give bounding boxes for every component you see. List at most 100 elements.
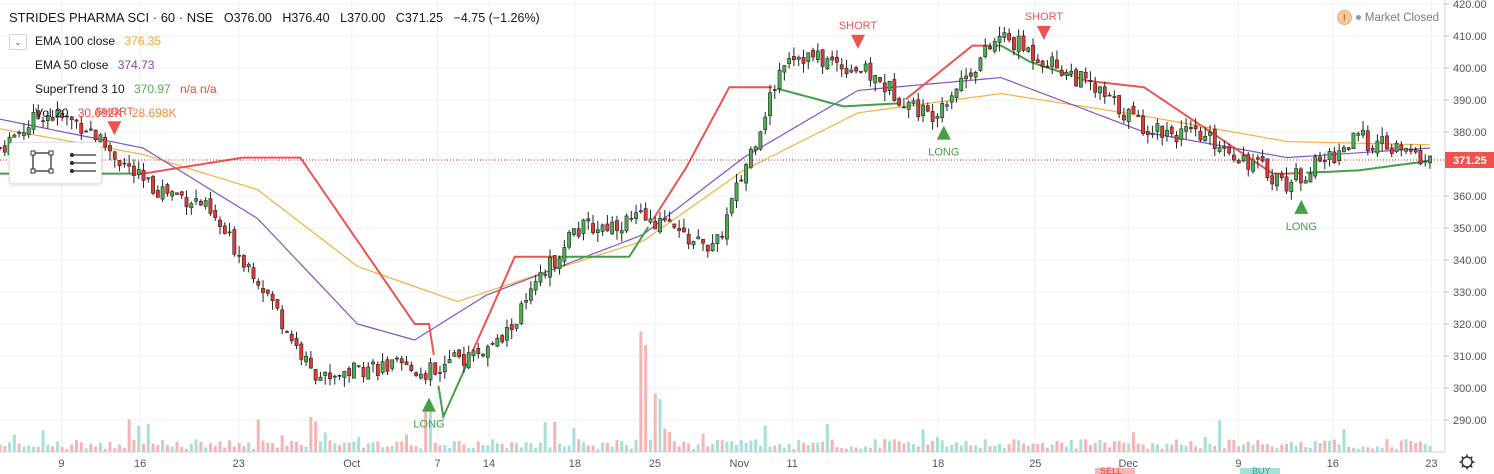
x-tick-label: 23 (1425, 458, 1437, 470)
volume-bar (275, 447, 279, 452)
volume-bar (1084, 439, 1088, 452)
candle-body (1035, 59, 1040, 63)
volume-bar (452, 441, 456, 452)
volume-bar (706, 446, 710, 452)
volume-bar (323, 432, 327, 452)
collapse-legend-button[interactable]: ⌄ (9, 34, 27, 50)
candle-body (1126, 108, 1131, 122)
candle-body (390, 359, 395, 369)
volume-bar (75, 440, 79, 452)
volume-bar (672, 441, 676, 452)
candle-body (734, 182, 739, 201)
candle-body (1088, 79, 1093, 82)
indicator-supertrend[interactable]: SuperTrend 3 10 370.97 n/a n/a (35, 82, 223, 96)
volume-bar (792, 448, 796, 452)
candle-body (371, 361, 375, 365)
volume-bar (1285, 443, 1289, 452)
candle-body (428, 362, 433, 381)
volume-bar (505, 448, 509, 452)
volume-bar (151, 443, 155, 452)
volume-bar (41, 430, 45, 452)
candle-body (514, 323, 519, 329)
candle-body (1083, 71, 1088, 79)
settings-gear-icon[interactable] (1459, 454, 1475, 470)
volume-bar (629, 448, 633, 452)
candle-body (404, 361, 409, 366)
y-tick-label: 410.00 (1453, 31, 1487, 43)
candle-body (218, 219, 222, 227)
volume-bar (897, 441, 901, 452)
volume-bar (46, 444, 50, 452)
volume-bar (1289, 442, 1293, 452)
volume-bar (601, 442, 605, 452)
volume-bar (1261, 444, 1265, 452)
x-tick-label: 7 (435, 458, 441, 470)
rectangle-tool-icon[interactable] (30, 150, 54, 174)
candle-body (1279, 173, 1284, 179)
candle-body (141, 169, 146, 181)
volume-bar (644, 344, 648, 452)
volume-bar (744, 443, 748, 452)
volume-bar (620, 440, 624, 452)
volume-bar (677, 446, 681, 452)
buy-marker (1240, 468, 1280, 474)
candle-body (1303, 180, 1308, 184)
candle-body (471, 350, 476, 357)
volume-bar (51, 446, 55, 452)
candle-body (619, 230, 624, 234)
volume-bar (524, 442, 528, 452)
candle-body (1021, 35, 1026, 51)
candle-body (715, 234, 720, 244)
volume-bar (782, 447, 786, 452)
candle-body (973, 72, 978, 78)
volume-bar (945, 446, 949, 452)
volume-bar (1227, 439, 1231, 452)
volume-bar (1395, 448, 1399, 452)
warning-icon: ! (1336, 10, 1352, 25)
volume-bar (352, 441, 356, 452)
candle-body (1040, 60, 1045, 68)
candle-body (1232, 154, 1236, 161)
volume-bar (1299, 441, 1303, 452)
candle-body (710, 243, 715, 252)
candle-body (194, 198, 198, 202)
x-tick-label: 14 (483, 458, 495, 470)
candle-body (978, 57, 983, 71)
market-status[interactable]: ! Market Closed (1336, 10, 1439, 25)
candle-body (1212, 129, 1217, 149)
volume-bar (189, 444, 193, 452)
candle-body (256, 281, 261, 286)
volume-bar (1175, 439, 1179, 452)
volume-bar (113, 448, 117, 452)
candle-body (1389, 147, 1394, 154)
candle-body (658, 218, 662, 233)
candle-body (31, 112, 36, 130)
x-tick-label: 11 (787, 458, 798, 470)
volume-bar (787, 443, 791, 452)
volume-bar (749, 440, 753, 452)
candle-body (1246, 154, 1251, 170)
candle-body (806, 52, 811, 62)
candle-body (1179, 128, 1184, 140)
volume-bar (1366, 447, 1370, 452)
indicator-ema50[interactable]: EMA 50 close 374.73 (35, 58, 160, 72)
supertrend-segment (905, 44, 992, 101)
volume-bar (1021, 443, 1025, 452)
indicator-lines (0, 44, 1431, 421)
volume-bar (242, 445, 246, 452)
candle-body (1016, 35, 1021, 53)
volume-bar (1390, 447, 1394, 452)
volume-bar (1371, 448, 1375, 452)
indicator-ema100[interactable]: EMA 100 close 376.35 (35, 34, 167, 48)
list-settings-icon[interactable] (69, 152, 97, 174)
candle-body (796, 56, 801, 60)
volume-bar (605, 442, 609, 452)
short-signal-label: SHORT (95, 106, 134, 118)
volume-bar (1017, 440, 1021, 452)
candle-body (1169, 126, 1174, 135)
volume-bar (462, 444, 466, 452)
indicator-volume[interactable]: Vol 20 30.692K 28.698K (35, 106, 183, 120)
candle-body (1074, 69, 1078, 87)
volume-bar (959, 445, 963, 452)
